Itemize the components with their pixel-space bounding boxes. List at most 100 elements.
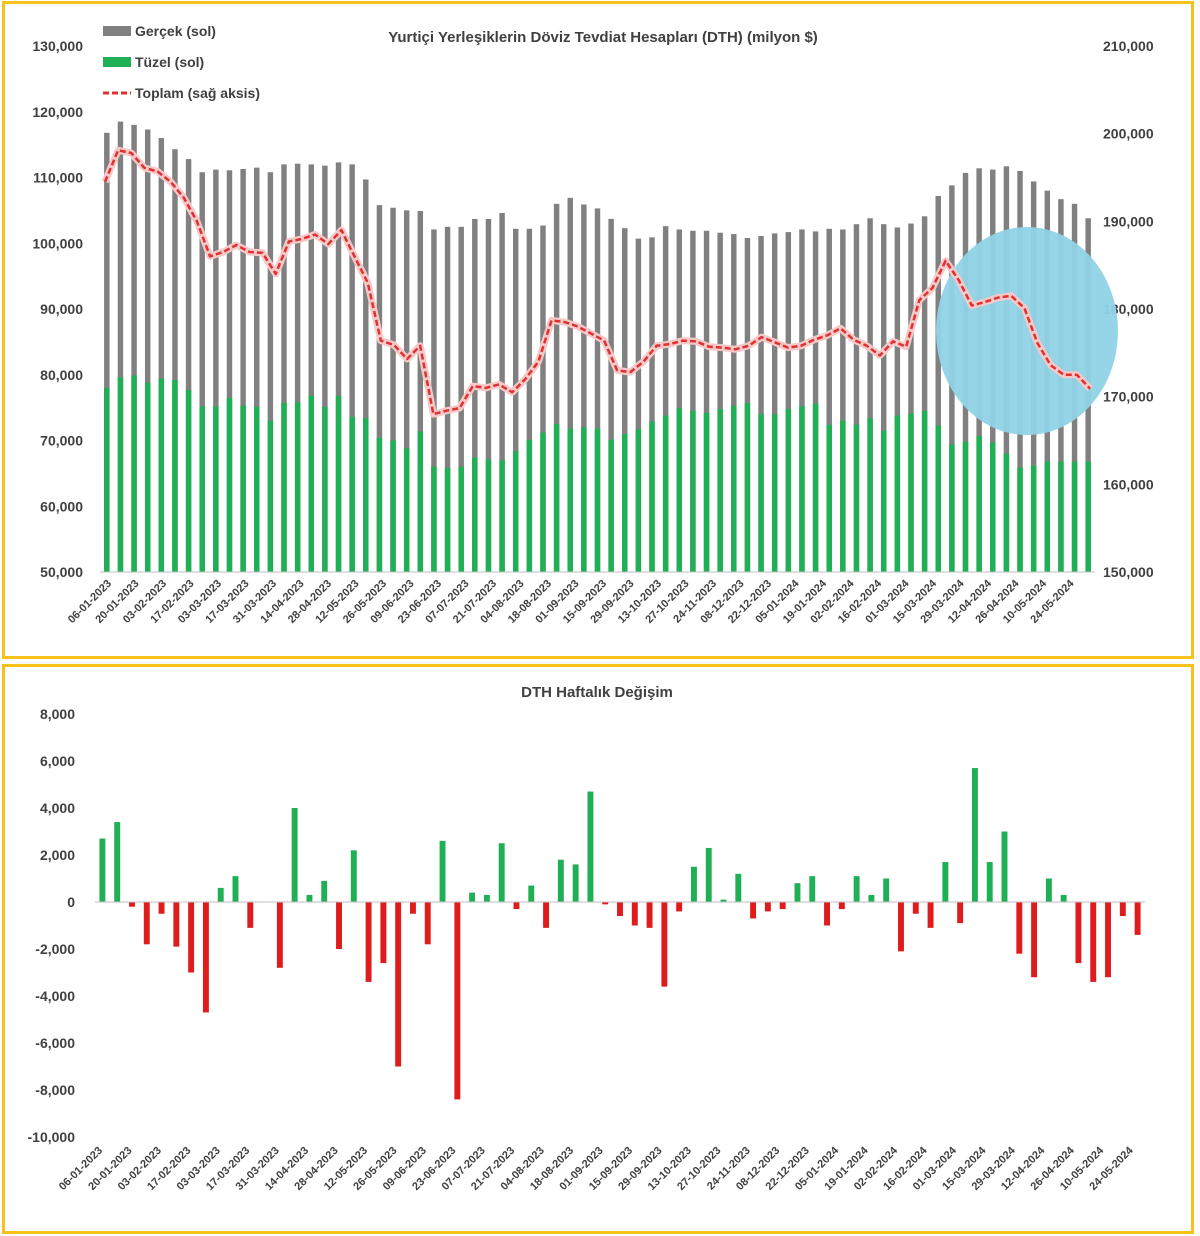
gercek-bar <box>213 169 219 573</box>
gercek-bar <box>417 211 424 572</box>
negative-change-bar <box>750 902 757 919</box>
negative-change-bar <box>173 902 180 947</box>
positive-change-bar <box>587 791 594 902</box>
tuzel-bar <box>744 403 751 572</box>
tuzel-bar <box>949 444 955 572</box>
negative-change-bar <box>824 902 830 926</box>
y-right-tick-label: 160,000 <box>1103 476 1154 492</box>
positive-change-bar <box>99 838 106 902</box>
tuzel-bar <box>363 418 369 572</box>
y-left-tick-label: 120,000 <box>32 104 83 120</box>
gercek-bar <box>581 204 587 572</box>
tuzel-bar <box>158 378 165 572</box>
gercek-bar <box>771 233 778 572</box>
positive-change-bar <box>232 876 239 902</box>
negative-change-bar <box>1105 902 1111 978</box>
tuzel-bar <box>962 441 969 572</box>
gercek-bar <box>690 230 696 572</box>
y-left-tick-label: 130,000 <box>32 38 83 54</box>
gercek-bar <box>840 229 846 572</box>
tuzel-bar <box>826 424 832 572</box>
tuzel-bar <box>226 397 233 572</box>
gercek-bar <box>540 225 546 572</box>
y-tick-label: -2,000 <box>35 941 75 957</box>
gercek-bar <box>622 228 628 572</box>
y-tick-label: -8,000 <box>35 1082 75 1098</box>
y-tick-label: -4,000 <box>35 988 75 1004</box>
tuzel-bar <box>553 424 560 572</box>
tuzel-bar <box>594 428 601 572</box>
tuzel-bar <box>703 412 710 572</box>
tuzel-bar <box>908 413 914 572</box>
gercek-bar <box>758 236 764 572</box>
positive-change-bar <box>350 850 357 902</box>
tuzel-bar <box>199 406 205 572</box>
tuzel-bar <box>812 403 819 572</box>
tuzel-bar <box>894 415 901 572</box>
tuzel-bar <box>458 466 464 572</box>
gercek-bar <box>635 238 642 572</box>
y-tick-label: 4,000 <box>40 800 75 816</box>
positive-change-bar <box>1060 894 1067 902</box>
tuzel-bar <box>785 408 792 572</box>
y-left-tick-label: 110,000 <box>33 170 83 186</box>
positive-change-bar <box>572 864 579 902</box>
gercek-bar <box>649 237 655 572</box>
tuzel-bar <box>499 460 505 572</box>
dth-level-chart-panel: Yurtiçi Yerleşiklerin Döviz Tevdiat Hesa… <box>2 1 1194 659</box>
tuzel-bar <box>267 420 274 572</box>
positive-change-bar <box>705 847 712 902</box>
negative-change-bar <box>1119 902 1126 917</box>
gercek-bar <box>376 205 383 573</box>
tuzel-bar <box>799 406 805 572</box>
gercek-bar <box>403 210 410 572</box>
positive-change-bar <box>291 808 298 902</box>
tuzel-bar <box>881 430 887 572</box>
tuzel-bar <box>1085 461 1091 572</box>
y-left-tick-label: 80,000 <box>40 367 83 383</box>
tuzel-bar <box>581 427 587 572</box>
tuzel-bar <box>254 406 260 572</box>
tuzel-bar <box>840 420 846 572</box>
positive-change-bar <box>469 892 476 902</box>
tuzel-bar <box>1044 461 1051 572</box>
tuzel-bar <box>731 405 737 572</box>
y-right-tick-label: 190,000 <box>1103 213 1154 229</box>
gercek-bar <box>526 228 533 572</box>
negative-change-bar <box>365 902 372 982</box>
tuzel-bar <box>771 414 778 572</box>
tuzel-bar <box>676 408 683 572</box>
positive-change-bar <box>986 862 993 902</box>
tuzel-bar <box>976 435 982 572</box>
negative-change-bar <box>646 902 653 928</box>
negative-change-bar <box>276 902 283 968</box>
negative-change-bar <box>1134 902 1141 935</box>
y-tick-label: 6,000 <box>40 753 75 769</box>
toplam-line <box>103 149 1092 416</box>
positive-change-bar <box>528 885 535 902</box>
tuzel-bar <box>512 451 519 572</box>
tuzel-bar <box>690 410 696 572</box>
tuzel-bar <box>417 431 424 572</box>
positive-change-bar <box>794 883 801 902</box>
y-left-tick-label: 70,000 <box>40 433 83 449</box>
negative-change-bar <box>129 902 135 907</box>
negative-change-bar <box>513 902 520 910</box>
y-right-tick-label: 200,000 <box>1103 126 1154 142</box>
tuzel-bar <box>294 402 301 572</box>
y-right-tick-label: 170,000 <box>1103 389 1154 405</box>
negative-change-bar <box>202 902 209 1013</box>
gercek-bar <box>867 218 873 572</box>
gercek-bar <box>322 165 328 573</box>
tuzel-bar <box>717 408 723 572</box>
negative-change-bar <box>927 902 934 928</box>
negative-change-bar <box>143 902 150 945</box>
gercek-bar <box>812 231 819 573</box>
tuzel-bar <box>540 432 546 572</box>
tuzel-bar <box>567 428 573 572</box>
positive-change-bar <box>720 899 727 902</box>
positive-change-bar <box>809 876 816 902</box>
negative-change-bar <box>1031 902 1038 978</box>
positive-change-bar <box>439 840 446 902</box>
dth-level-chart: Yurtiçi Yerleşiklerin Döviz Tevdiat Hesa… <box>32 23 1154 626</box>
